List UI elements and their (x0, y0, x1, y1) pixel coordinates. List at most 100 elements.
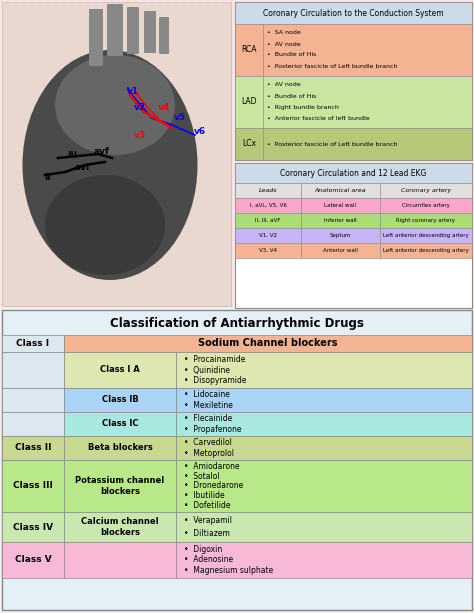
Text: Circumflex artery: Circumflex artery (402, 203, 450, 208)
FancyBboxPatch shape (235, 2, 472, 24)
FancyBboxPatch shape (380, 183, 472, 198)
Text: II, III, aVF: II, III, aVF (255, 218, 281, 223)
FancyBboxPatch shape (301, 228, 380, 243)
Text: •  Posterior fascicle of Left bundle branch: • Posterior fascicle of Left bundle bran… (267, 142, 398, 147)
Text: Calcium channel
blockers: Calcium channel blockers (81, 517, 159, 537)
Text: •  Propafenone: • Propafenone (184, 425, 241, 434)
FancyBboxPatch shape (176, 542, 472, 578)
FancyBboxPatch shape (176, 412, 472, 436)
FancyBboxPatch shape (64, 352, 176, 388)
Text: V1, V2: V1, V2 (259, 233, 277, 238)
Text: •  Diltiazem: • Diltiazem (184, 529, 230, 538)
Text: Left anterior descending artery: Left anterior descending artery (383, 248, 469, 253)
Text: Anterior wall: Anterior wall (323, 248, 358, 253)
FancyBboxPatch shape (176, 460, 472, 512)
Text: LAD: LAD (241, 97, 257, 107)
Text: •  Amiodarone: • Amiodarone (184, 462, 240, 471)
FancyBboxPatch shape (235, 24, 263, 76)
Text: Class I: Class I (17, 339, 50, 348)
Text: Beta blockers: Beta blockers (88, 443, 152, 452)
Text: III: III (67, 151, 77, 159)
Text: v2: v2 (134, 102, 146, 112)
Ellipse shape (45, 175, 165, 275)
FancyBboxPatch shape (176, 436, 472, 460)
Text: Class I A: Class I A (100, 365, 140, 375)
Text: RCA: RCA (241, 45, 257, 55)
Text: •  Mexiletine: • Mexiletine (184, 401, 233, 409)
Text: •  Bundle of His: • Bundle of His (267, 53, 316, 58)
FancyBboxPatch shape (176, 352, 472, 388)
Text: •  Dronedarone: • Dronedarone (184, 481, 243, 490)
FancyBboxPatch shape (2, 335, 64, 352)
FancyBboxPatch shape (0, 0, 474, 308)
Text: Class IB: Class IB (101, 395, 138, 405)
FancyBboxPatch shape (263, 24, 472, 76)
FancyBboxPatch shape (235, 243, 301, 258)
FancyBboxPatch shape (2, 352, 64, 388)
FancyBboxPatch shape (301, 213, 380, 228)
FancyBboxPatch shape (301, 243, 380, 258)
Text: Class IV: Class IV (13, 522, 53, 531)
Text: v5: v5 (174, 113, 186, 123)
FancyBboxPatch shape (235, 183, 301, 198)
FancyBboxPatch shape (380, 243, 472, 258)
FancyBboxPatch shape (64, 388, 176, 412)
Text: •  Metoprolol: • Metoprolol (184, 449, 234, 458)
Text: •  Disopyramide: • Disopyramide (184, 376, 246, 386)
Text: •  Sotalol: • Sotalol (184, 471, 219, 481)
FancyBboxPatch shape (2, 310, 472, 610)
Text: Class IC: Class IC (102, 419, 138, 428)
Text: Coronary Circulation to the Conduction System: Coronary Circulation to the Conduction S… (263, 9, 444, 18)
FancyBboxPatch shape (64, 412, 176, 436)
Text: •  Digoxin: • Digoxin (184, 544, 222, 554)
FancyBboxPatch shape (64, 460, 176, 512)
FancyBboxPatch shape (380, 198, 472, 213)
FancyBboxPatch shape (2, 2, 231, 306)
Text: v4: v4 (158, 102, 170, 112)
FancyBboxPatch shape (235, 163, 472, 308)
Text: Classification of Antiarrhythmic Drugs: Classification of Antiarrhythmic Drugs (110, 316, 364, 330)
Text: •  SA node: • SA node (267, 31, 301, 36)
Text: •  Magnesium sulphate: • Magnesium sulphate (184, 566, 273, 576)
Text: Potassium channel
blockers: Potassium channel blockers (75, 476, 164, 496)
FancyBboxPatch shape (144, 11, 156, 53)
Text: •  AV node: • AV node (267, 42, 301, 47)
Ellipse shape (22, 50, 198, 280)
Text: Leads: Leads (259, 188, 277, 193)
FancyBboxPatch shape (64, 335, 472, 352)
Text: v3: v3 (134, 131, 146, 140)
FancyBboxPatch shape (159, 17, 169, 54)
Text: Coronary Circulation and 12 Lead EKG: Coronary Circulation and 12 Lead EKG (280, 169, 427, 178)
Text: Anatomical area: Anatomical area (315, 188, 366, 193)
FancyBboxPatch shape (235, 163, 472, 183)
Text: •  Anterior fascicle of left bundle: • Anterior fascicle of left bundle (267, 115, 370, 121)
FancyBboxPatch shape (235, 213, 301, 228)
Text: Septum: Septum (330, 233, 351, 238)
FancyBboxPatch shape (235, 76, 263, 128)
FancyBboxPatch shape (107, 4, 123, 56)
Text: •  Lidocaine: • Lidocaine (184, 390, 230, 399)
Text: •  Right bundle branch: • Right bundle branch (267, 104, 339, 110)
FancyBboxPatch shape (64, 512, 176, 542)
FancyBboxPatch shape (263, 128, 472, 160)
Text: Class V: Class V (15, 555, 51, 565)
Text: •  Posterior fascicle of Left bundle branch: • Posterior fascicle of Left bundle bran… (267, 64, 398, 69)
Text: I, aVL, V5, V6: I, aVL, V5, V6 (250, 203, 287, 208)
Text: •  Ibutilide: • Ibutilide (184, 491, 225, 500)
Text: avl: avl (74, 164, 90, 172)
Text: Class III: Class III (13, 481, 53, 490)
Text: LCx: LCx (242, 140, 256, 148)
Text: V3, V4: V3, V4 (259, 248, 277, 253)
FancyBboxPatch shape (235, 198, 301, 213)
FancyBboxPatch shape (301, 183, 380, 198)
FancyBboxPatch shape (263, 76, 472, 128)
Ellipse shape (55, 55, 175, 155)
FancyBboxPatch shape (380, 213, 472, 228)
Text: Class II: Class II (15, 443, 51, 452)
Text: •  Flecainide: • Flecainide (184, 414, 232, 424)
FancyBboxPatch shape (176, 388, 472, 412)
Text: II: II (45, 173, 51, 183)
FancyBboxPatch shape (89, 9, 103, 66)
FancyBboxPatch shape (176, 512, 472, 542)
Text: •  Carvedilol: • Carvedilol (184, 438, 232, 447)
